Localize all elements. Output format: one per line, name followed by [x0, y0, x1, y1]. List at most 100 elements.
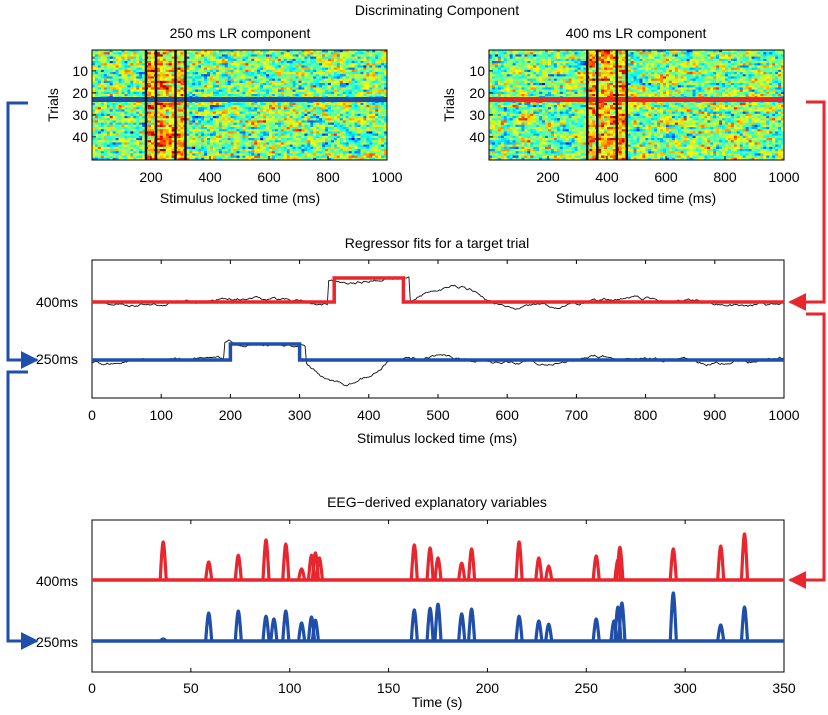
heatmap-cell: [212, 74, 217, 77]
heatmap-cell: [215, 65, 220, 68]
heatmap-cell: [357, 50, 361, 53]
heatmap-cell: [248, 63, 252, 66]
heatmap-cell: [177, 52, 181, 55]
heatmap-cell: [360, 50, 364, 53]
heatmap-cell: [277, 58, 282, 62]
heatmap-cell: [236, 102, 240, 106]
heatmap-cell: [378, 78, 382, 82]
heatmap-cell: [133, 111, 137, 115]
heatmap-cell: [230, 61, 234, 64]
heatmap-cell: [180, 67, 184, 71]
heatmap-cell: [210, 67, 214, 71]
heatmap-cell: [139, 78, 143, 82]
heatmap-cell: [363, 52, 367, 55]
heatmap-cell: [118, 56, 122, 60]
heatmap-cell: [301, 105, 305, 108]
heatmap-cell: [316, 54, 320, 57]
heatmap-cell: [127, 56, 131, 60]
heatmap-cell: [198, 65, 202, 68]
heatmap-cell: [115, 54, 119, 57]
heatmap-cell: [310, 94, 314, 97]
heatmap-cell: [283, 85, 288, 88]
heatmap-cell: [233, 74, 237, 77]
heatmap-cell: [245, 102, 249, 106]
heatmap-cell: [94, 102, 99, 106]
heatmap-cell: [245, 61, 249, 64]
heatmap-cell: [227, 65, 232, 68]
heatmap-cell: [109, 89, 114, 93]
heatmap-cell: [224, 54, 229, 57]
heatmap-cell: [201, 91, 205, 95]
heatmap-cell: [289, 80, 293, 84]
heatmap-cell: [121, 109, 125, 112]
heatmap-cell: [177, 89, 181, 93]
heatmap-cell: [97, 111, 102, 115]
heatmap-cell: [94, 52, 99, 55]
heatmap-cell: [345, 50, 350, 53]
heatmap-cell: [298, 102, 302, 106]
heatmap-cell: [103, 50, 108, 53]
heatmap-cell: [348, 91, 352, 95]
heatmap-cell: [366, 76, 370, 79]
heatmap-cell: [260, 61, 264, 64]
heatmap-cell: [369, 72, 373, 75]
heatmap-cell: [230, 89, 234, 93]
heatmap-cell: [189, 50, 193, 53]
heatmap-cell: [215, 78, 220, 82]
heatmap-cell: [195, 52, 199, 55]
heatmap-cell: [97, 94, 102, 97]
heatmap-cell: [142, 105, 146, 108]
heatmap-cell: [280, 107, 285, 110]
heatmap-cell: [124, 67, 128, 71]
heatmap-cell: [133, 102, 137, 106]
heatmap-cell: [269, 111, 273, 115]
heatmap-cell: [316, 50, 320, 53]
heatmap-cell: [192, 111, 196, 115]
heatmap-cell: [366, 78, 370, 82]
heatmap-cell: [372, 56, 376, 60]
heatmap-cell: [118, 111, 122, 115]
heatmap-cell: [215, 72, 220, 75]
heatmap-cell: [319, 89, 323, 93]
heatmap-cell: [357, 61, 361, 64]
heatmap-cell: [266, 63, 270, 66]
heatmap-cell: [266, 94, 270, 97]
heatmap-cell: [263, 58, 267, 62]
heatmap-cell: [215, 83, 220, 86]
heatmap-cell: [366, 72, 370, 75]
heatmap-cell: [304, 87, 308, 90]
heatmap-cell: [103, 54, 108, 57]
heatmap-cell: [106, 107, 111, 110]
heatmap-cell: [124, 54, 128, 57]
heatmap-cell: [269, 58, 273, 62]
heatmap-cell: [212, 50, 217, 53]
heatmap-cell: [239, 91, 243, 95]
heatmap-cell: [236, 52, 240, 55]
heatmap-cell: [357, 102, 361, 106]
heatmap-cell: [354, 63, 358, 66]
heatmap-cell: [142, 80, 146, 84]
heatmap-cell: [298, 85, 302, 88]
heatmap-cell: [204, 91, 208, 95]
heatmap-cell: [115, 72, 119, 75]
heatmap-cell: [171, 72, 175, 75]
heatmap-cell: [325, 107, 329, 110]
heatmap-cell: [319, 109, 323, 112]
heatmap-cell: [319, 111, 323, 115]
heatmap-cell: [360, 58, 364, 62]
heatmap-cell: [301, 61, 305, 64]
heatmap-cell: [271, 83, 276, 86]
heatmap-cell: [322, 102, 326, 106]
heatmap-cell: [186, 69, 190, 73]
heatmap-cell: [218, 72, 223, 75]
heatmap-cell: [307, 107, 311, 110]
heatmap-cell: [171, 91, 175, 95]
heatmap-cell: [195, 83, 199, 86]
heatmap-cell: [189, 69, 193, 73]
heatmap-cell: [162, 91, 167, 95]
heatmap-cell: [109, 83, 114, 86]
heatmap-cell: [201, 109, 205, 112]
heatmap-cell: [307, 67, 311, 71]
heatmap-cell: [257, 56, 261, 60]
heatmap-cell: [156, 56, 161, 60]
